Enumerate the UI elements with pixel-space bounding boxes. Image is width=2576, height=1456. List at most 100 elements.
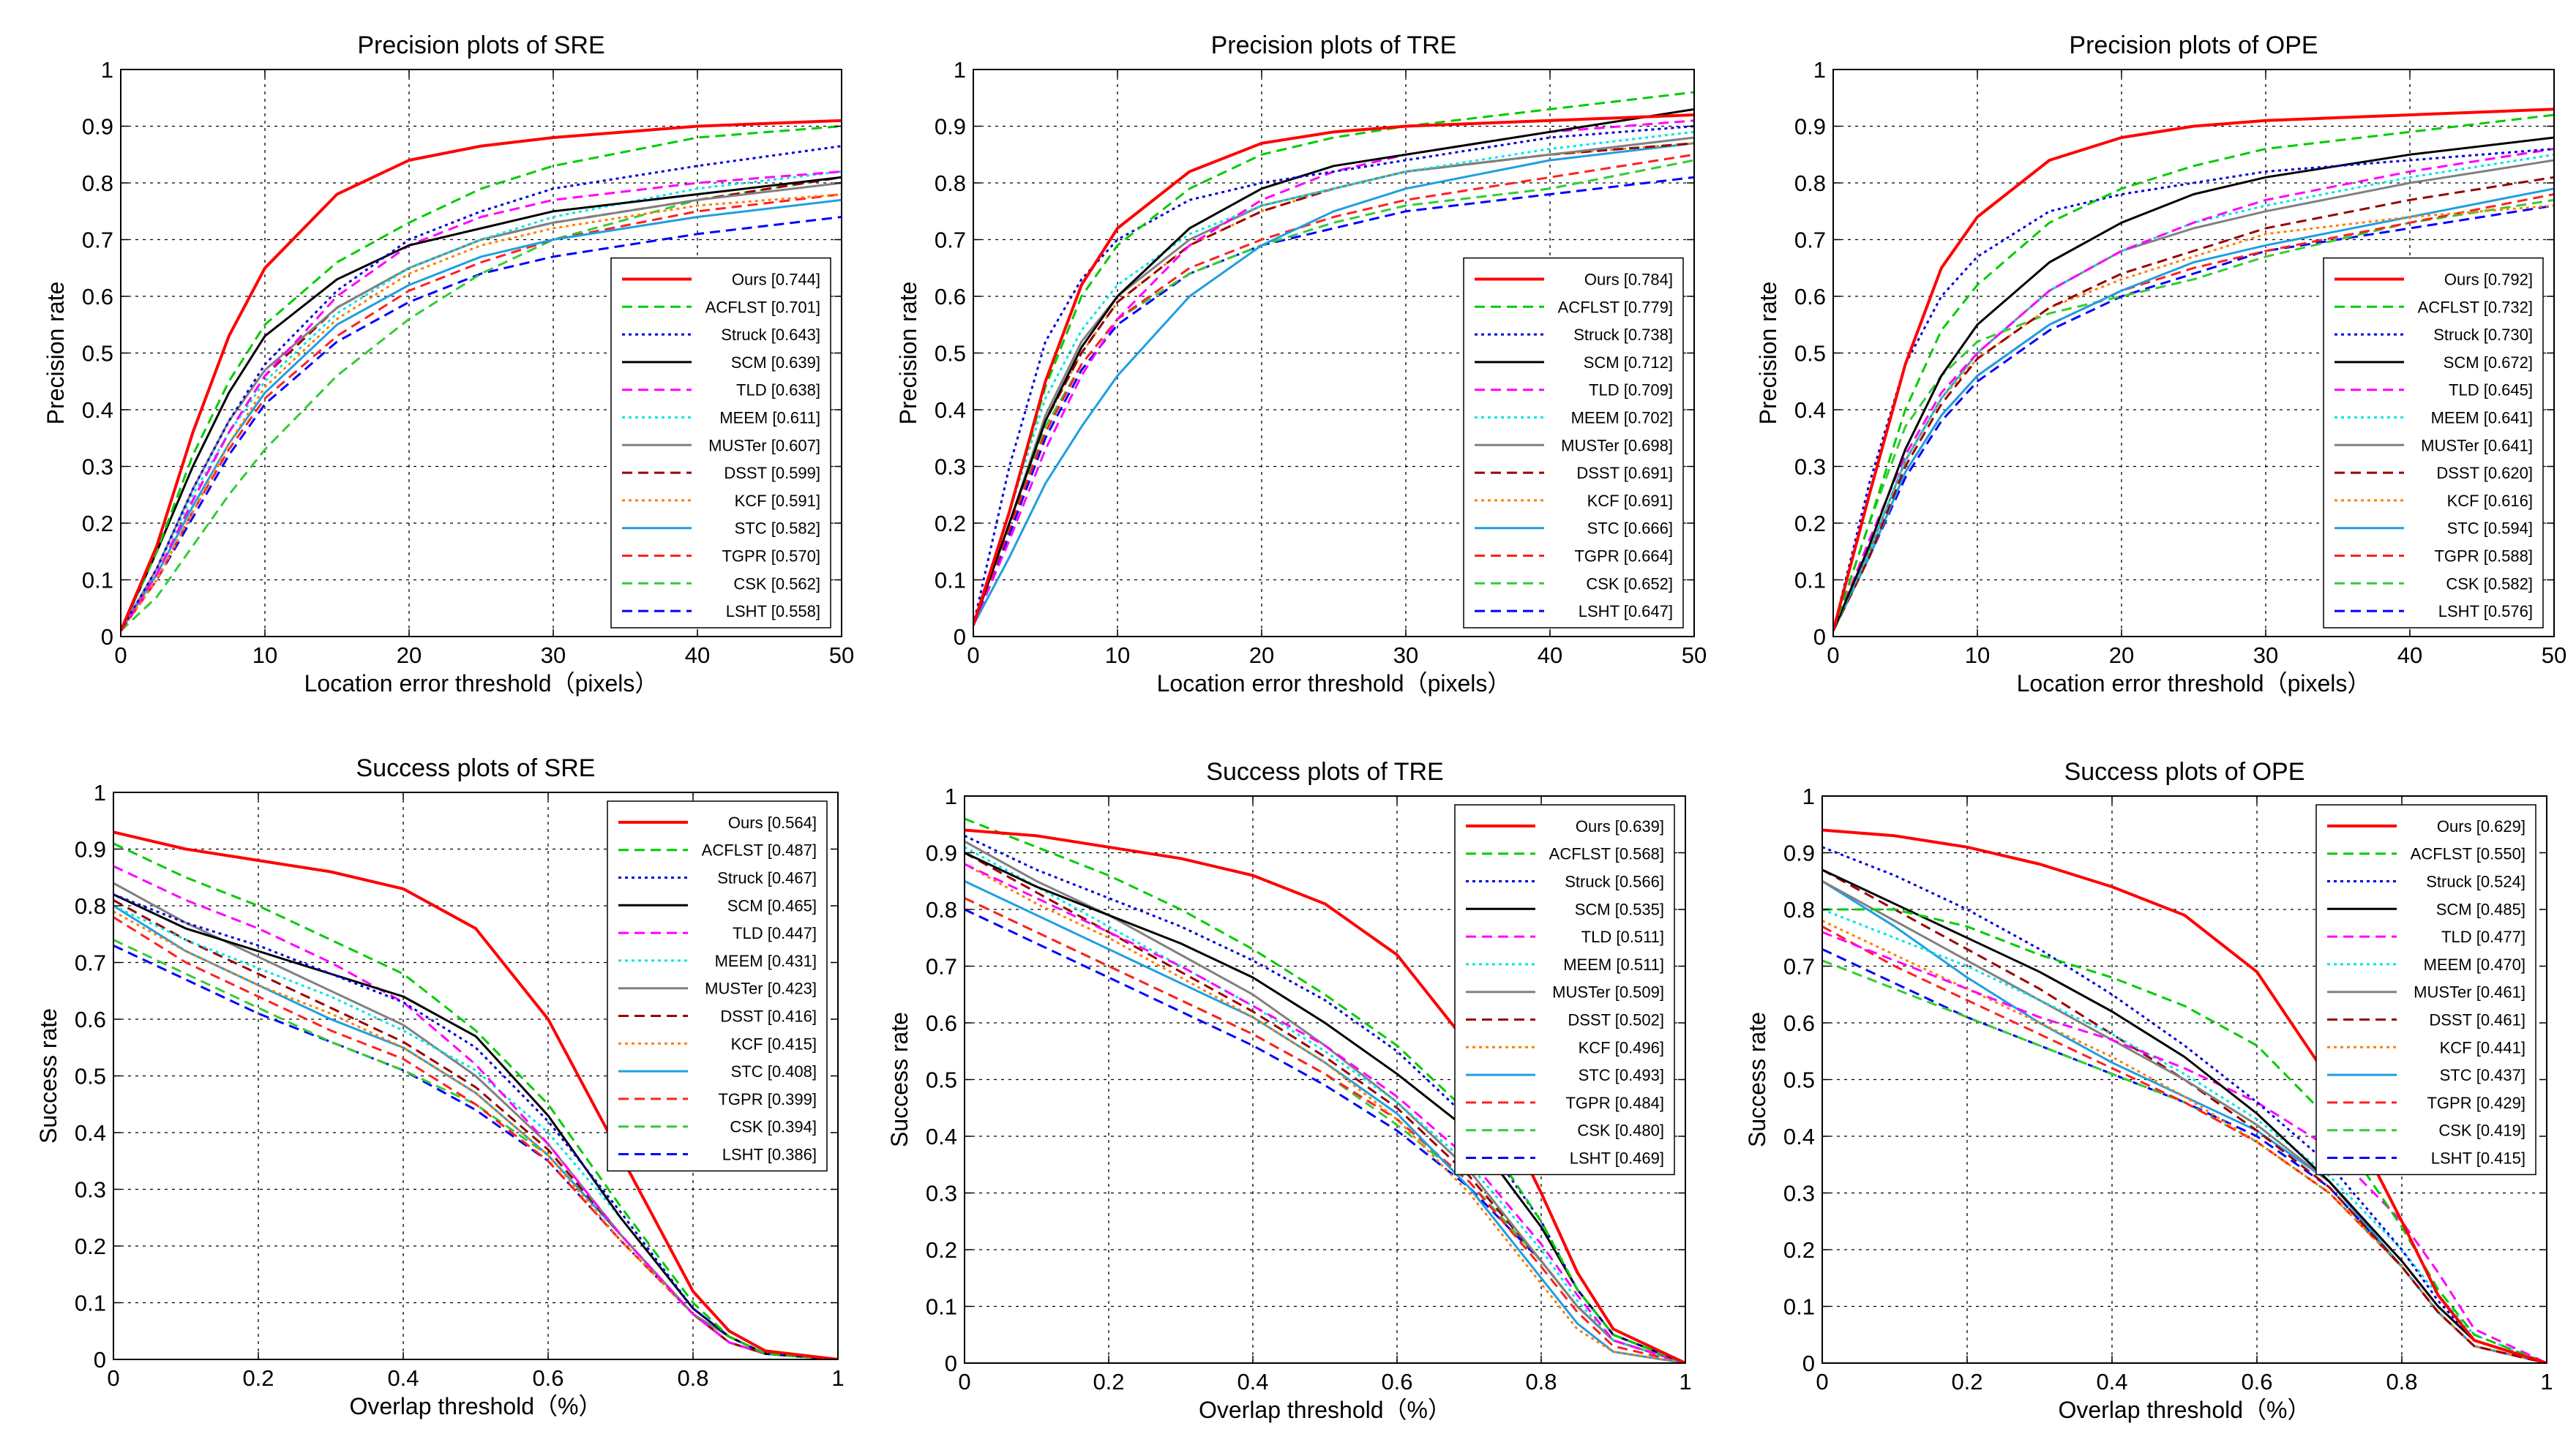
- legend-label-struck: Struck [0.566]: [1565, 873, 1664, 891]
- legend-label-stc: STC [0.582]: [735, 519, 820, 538]
- y-tick-label: 0.9: [926, 841, 957, 866]
- series-line-csk: [1833, 198, 2554, 631]
- x-tick-label: 0.6: [2241, 1369, 2272, 1395]
- x-tick-label: 50: [2542, 642, 2566, 668]
- series-lines: [121, 119, 842, 632]
- y-tick-label: 0.9: [1783, 841, 1815, 866]
- chart-title: Precision plots of SRE: [357, 31, 604, 59]
- legend-label-muster: MUSTer [0.461]: [2414, 983, 2526, 1002]
- chart-0: 0 10 20 30 40 50 0 0.1 0.2 0.3 0.4 0.5 0.6 0.7 0.8 0.9 1…: [42, 31, 854, 697]
- series-line-ours: [121, 119, 842, 632]
- series-line-ours: [965, 828, 1685, 1363]
- x-tick-label: 0.8: [677, 1365, 708, 1391]
- legend: Ours [0.629] ACFLST [0.550] Struck [0.524]…: [2315, 804, 2536, 1176]
- series-line-stc: [1833, 187, 2554, 631]
- y-tick-label: 0.6: [935, 284, 966, 309]
- x-tick-label: 50: [1682, 642, 1707, 668]
- x-axis-label: Overlap threshold（%）: [349, 1393, 602, 1419]
- y-tick-label: 0.9: [935, 114, 966, 140]
- legend: Ours [0.784] ACFLST [0.779] Struck [0.738]…: [1463, 257, 1684, 628]
- series-line-kcf: [121, 193, 842, 632]
- x-tick-label: 0: [967, 642, 979, 668]
- y-tick-label: 0.7: [926, 954, 957, 980]
- y-tick-label: 0: [954, 624, 966, 650]
- legend-label-struck: Struck [0.738]: [1573, 326, 1673, 344]
- y-tick-label: 0.7: [1783, 954, 1815, 980]
- chart-2: 0 10 20 30 40 50 0 0.1 0.2 0.3 0.4 0.5 0.6 0.7 0.8 0.9 1…: [1755, 31, 2566, 697]
- y-tick-label: 0: [94, 1347, 106, 1373]
- series-line-ours: [1833, 108, 2554, 631]
- y-tick-label: 0.8: [82, 170, 113, 196]
- series-line-acflst: [1822, 908, 2547, 1363]
- x-axis-label: Overlap threshold（%）: [2058, 1397, 2310, 1423]
- series-line-dsst: [1833, 176, 2554, 631]
- legend-label-meem: MEEM [0.470]: [2424, 956, 2526, 974]
- x-tick-label: 20: [397, 642, 422, 668]
- legend-label-scm: SCM [0.465]: [727, 896, 817, 915]
- series-line-lsht: [1833, 204, 2554, 631]
- legend-label-lsht: LSHT [0.469]: [1570, 1149, 1664, 1168]
- x-tick-label: 0: [107, 1365, 119, 1391]
- y-tick-label: 0.5: [82, 341, 113, 367]
- y-tick-label: 1: [954, 57, 966, 83]
- series-line-stc: [121, 198, 842, 632]
- chart-title: Success plots of OPE: [2064, 758, 2305, 786]
- series-line-acflst: [965, 817, 1685, 1363]
- y-tick-label: 0.3: [82, 454, 113, 480]
- y-tick-label: 0.4: [82, 397, 113, 423]
- y-tick-label: 0.2: [1794, 511, 1826, 536]
- y-axis-label: Success rate: [886, 1012, 913, 1147]
- legend-label-dsst: DSST [0.620]: [2436, 464, 2533, 482]
- series-line-tld: [121, 170, 842, 632]
- legend-label-tgpr: TGPR [0.664]: [1574, 547, 1673, 566]
- legend-label-csk: CSK [0.394]: [730, 1118, 817, 1136]
- x-tick-label: 0.8: [2386, 1369, 2417, 1395]
- series-line-meem: [121, 170, 842, 632]
- y-tick-label: 0.4: [1783, 1124, 1815, 1149]
- x-tick-label: 0: [114, 642, 127, 668]
- x-tick-label: 20: [2109, 642, 2134, 668]
- legend-label-struck: Struck [0.467]: [717, 869, 817, 888]
- series-line-scm: [973, 108, 1694, 626]
- legend-label-ours: Ours [0.744]: [732, 271, 820, 289]
- legend-label-csk: CSK [0.480]: [1577, 1122, 1664, 1140]
- legend-label-muster: MUSTer [0.423]: [705, 980, 817, 998]
- x-tick-label: 40: [2397, 642, 2422, 668]
- y-axis-label: Precision rate: [895, 282, 921, 425]
- legend-box: [2323, 257, 2544, 628]
- legend-label-acflst: ACFLST [0.568]: [1549, 845, 1664, 863]
- legend-label-acflst: ACFLST [0.732]: [2418, 298, 2533, 316]
- legend-label-scm: SCM [0.535]: [1575, 900, 1664, 918]
- legend-label-dsst: DSST [0.461]: [2429, 1011, 2526, 1029]
- legend-label-tld: TLD [0.447]: [733, 924, 817, 942]
- series-line-dsst: [1822, 868, 2547, 1363]
- legend-label-csk: CSK [0.562]: [733, 574, 820, 593]
- x-tick-label: 30: [1393, 642, 1418, 668]
- x-tick-label: 0.6: [532, 1365, 564, 1391]
- series-line-tgpr: [965, 897, 1685, 1363]
- y-tick-label: 0.1: [75, 1291, 106, 1316]
- y-tick-label: 0.3: [1794, 454, 1826, 480]
- legend-label-acflst: ACFLST [0.701]: [705, 298, 820, 316]
- y-tick-label: 0.4: [75, 1120, 106, 1146]
- x-tick-label: 0.4: [1237, 1369, 1268, 1395]
- legend-label-kcf: KCF [0.616]: [2447, 492, 2533, 510]
- legend-label-dsst: DSST [0.502]: [1568, 1011, 1664, 1029]
- y-tick-label: 0.2: [935, 511, 966, 536]
- y-tick-label: 0.2: [82, 511, 113, 536]
- y-tick-label: 0.6: [926, 1010, 957, 1036]
- legend-label-scm: SCM [0.639]: [731, 353, 820, 372]
- legend-label-stc: STC [0.493]: [1579, 1066, 1664, 1084]
- y-tick-label: 0.6: [75, 1007, 106, 1032]
- x-tick-label: 40: [685, 642, 710, 668]
- x-tick-label: 0.4: [2096, 1369, 2127, 1395]
- series-line-lsht: [1822, 947, 2547, 1363]
- series-line-struck: [113, 893, 838, 1359]
- y-tick-label: 0: [1813, 624, 1826, 650]
- x-tick-label: 0: [958, 1369, 970, 1395]
- series-lines: [1822, 828, 2547, 1363]
- legend-label-acflst: ACFLST [0.779]: [1558, 298, 1673, 316]
- y-tick-label: 0.7: [82, 228, 113, 253]
- y-tick-label: 0.4: [1794, 397, 1826, 423]
- series-line-scm: [1822, 868, 2547, 1363]
